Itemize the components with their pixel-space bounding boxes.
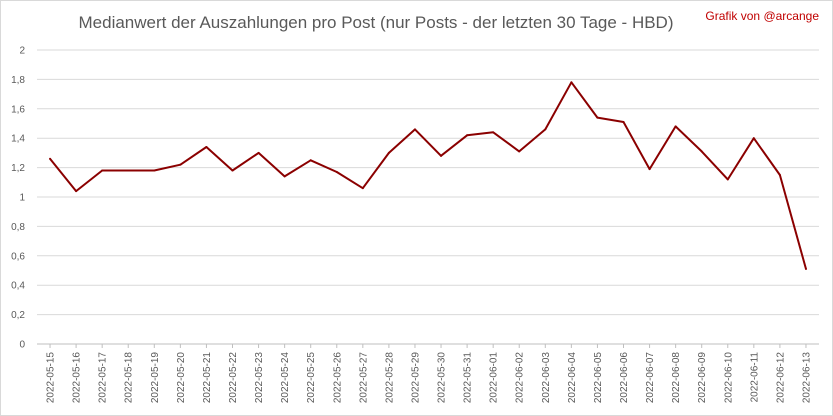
y-tick-label: 0 [19, 340, 25, 351]
data-point [75, 190, 78, 193]
x-tick-label: 2022-05-16 [72, 352, 83, 404]
x-tick-label: 2022-06-02 [515, 352, 526, 404]
chart-credit: Grafik von @arcange [705, 9, 819, 23]
y-tick-label: 1,6 [11, 104, 25, 115]
y-axis-ticks: 0 0,2 0,4 0,6 0,8 1 1,2 1,4 1,6 1,8 2 [11, 46, 25, 351]
data-point [49, 157, 52, 160]
data-point [179, 163, 182, 166]
x-tick-label: 2022-05-17 [98, 352, 109, 404]
x-tick-label: 2022-05-24 [280, 352, 291, 404]
data-point [570, 81, 573, 84]
x-tick-label: 2022-05-29 [410, 352, 421, 404]
x-tick-label: 2022-06-08 [671, 352, 682, 404]
y-tick-label: 2 [19, 46, 25, 57]
y-tick-label: 1,4 [11, 134, 25, 145]
x-tick-label: 2022-05-21 [202, 352, 213, 404]
gridlines [37, 49, 819, 345]
x-tick-label: 2022-06-10 [723, 352, 734, 404]
data-point [153, 169, 156, 172]
y-tick-label: 0,6 [11, 251, 25, 262]
data-point [127, 169, 130, 172]
data-point [257, 151, 260, 154]
x-tick-label: 2022-06-12 [775, 352, 786, 404]
x-tick-label: 2022-06-13 [801, 352, 812, 404]
x-tick-label: 2022-05-28 [384, 352, 395, 404]
y-tick-label: 0,2 [11, 310, 25, 321]
data-point [804, 268, 807, 271]
x-tick-label: 2022-06-07 [645, 352, 656, 404]
chart-title: Medianwert der Auszahlungen pro Post (nu… [79, 13, 674, 32]
data-point [674, 125, 677, 128]
x-tick-label: 2022-05-31 [463, 352, 474, 404]
x-tick-label: 2022-05-26 [332, 352, 343, 404]
y-tick-label: 0,8 [11, 222, 25, 233]
data-point [413, 128, 416, 131]
x-tick-label: 2022-06-06 [619, 352, 630, 404]
data-point [544, 128, 547, 131]
x-tick-label: 2022-05-27 [358, 352, 369, 404]
x-tick-label: 2022-05-23 [254, 352, 265, 404]
series-line [49, 81, 807, 270]
x-tick-label: 2022-06-05 [593, 352, 604, 404]
data-point [596, 116, 599, 119]
data-point [622, 121, 625, 124]
x-tick-label: 2022-05-15 [46, 352, 57, 404]
data-point [335, 171, 338, 174]
data-point [283, 175, 286, 178]
data-point [231, 169, 234, 172]
x-tick-label: 2022-05-22 [228, 352, 239, 404]
y-tick-label: 1,8 [11, 75, 25, 86]
x-tick-label: 2022-06-01 [489, 352, 500, 404]
x-tick-label: 2022-06-11 [749, 352, 760, 403]
y-tick-label: 0,4 [11, 281, 25, 292]
x-tick-label: 2022-06-09 [697, 352, 708, 404]
x-axis-ticks: 2022-05-15 2022-05-16 2022-05-17 2022-05-18… [46, 344, 812, 404]
data-point [309, 159, 312, 162]
x-tick-label: 2022-05-19 [150, 352, 161, 404]
data-point [101, 169, 104, 172]
data-point [752, 137, 755, 140]
x-tick-label: 2022-05-30 [437, 352, 448, 404]
x-tick-label: 2022-05-20 [176, 352, 187, 404]
data-point [492, 131, 495, 134]
series-layer [49, 81, 807, 271]
x-tick-label: 2022-05-18 [124, 352, 135, 404]
x-tick-label: 2022-06-03 [541, 352, 552, 404]
data-point [361, 187, 364, 190]
data-point [466, 134, 469, 137]
y-tick-label: 1,2 [11, 163, 25, 174]
data-point [778, 173, 781, 176]
data-point [205, 146, 208, 149]
data-point [700, 150, 703, 153]
data-point [726, 178, 729, 181]
data-point [387, 151, 390, 154]
data-point [648, 168, 651, 171]
data-point [518, 150, 521, 153]
y-tick-label: 1 [19, 193, 25, 204]
x-tick-label: 2022-06-04 [567, 352, 578, 404]
x-tick-label: 2022-05-25 [306, 352, 317, 404]
data-point [440, 154, 443, 157]
